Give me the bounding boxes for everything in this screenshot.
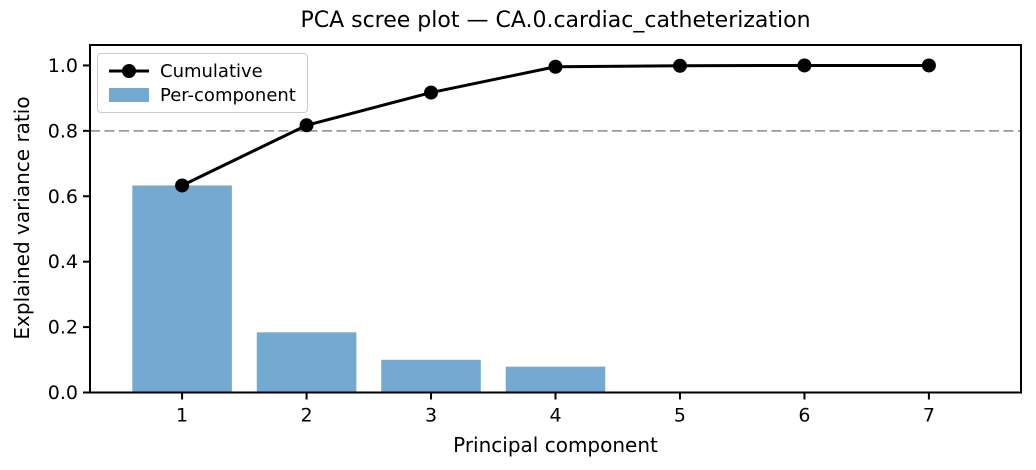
legend-item-per-component: Per-component xyxy=(107,83,296,107)
legend-box: Cumulative Per-component xyxy=(97,53,308,113)
legend-item-cumulative: Cumulative xyxy=(107,59,296,83)
cumulative-point-pc7 xyxy=(921,58,936,73)
x-tick-label: 7 xyxy=(923,405,935,427)
y-tick-label: 0.8 xyxy=(48,120,78,142)
cumulative-point-pc3 xyxy=(424,85,439,100)
per-component-bar-swatch-icon xyxy=(109,88,149,102)
y-axis-label: Explained variance ratio xyxy=(10,96,34,340)
x-tick-label: 3 xyxy=(425,405,437,427)
cumulative-line-swatch-icon xyxy=(109,64,149,78)
x-tick-label: 2 xyxy=(301,405,313,427)
cumulative-point-pc4 xyxy=(548,59,563,74)
bar-pc3 xyxy=(381,359,481,393)
chart-title: PCA scree plot — CA.0.cardiac_catheteriz… xyxy=(300,8,811,33)
cumulative-point-pc1 xyxy=(175,178,190,193)
bar-pc1 xyxy=(132,185,232,393)
x-tick-label: 6 xyxy=(798,405,810,427)
legend-label-per-component: Per-component xyxy=(160,84,296,106)
y-tick-label: 0.4 xyxy=(48,251,78,273)
cumulative-point-pc5 xyxy=(672,58,687,73)
x-tick-label: 5 xyxy=(674,405,686,427)
x-tick-label: 4 xyxy=(549,405,561,427)
y-tick-label: 1.0 xyxy=(48,55,78,77)
x-tick-label: 1 xyxy=(176,405,188,427)
x-axis-label: Principal component xyxy=(453,433,658,457)
bar-pc2 xyxy=(256,332,357,393)
y-tick-label: 0.0 xyxy=(48,382,78,404)
legend-label-cumulative: Cumulative xyxy=(160,60,263,82)
y-tick-label: 0.2 xyxy=(48,317,78,339)
cumulative-point-pc2 xyxy=(299,118,314,133)
y-tick-label: 0.6 xyxy=(48,186,78,208)
cumulative-point-pc6 xyxy=(797,58,812,73)
bar-pc4 xyxy=(505,366,606,393)
